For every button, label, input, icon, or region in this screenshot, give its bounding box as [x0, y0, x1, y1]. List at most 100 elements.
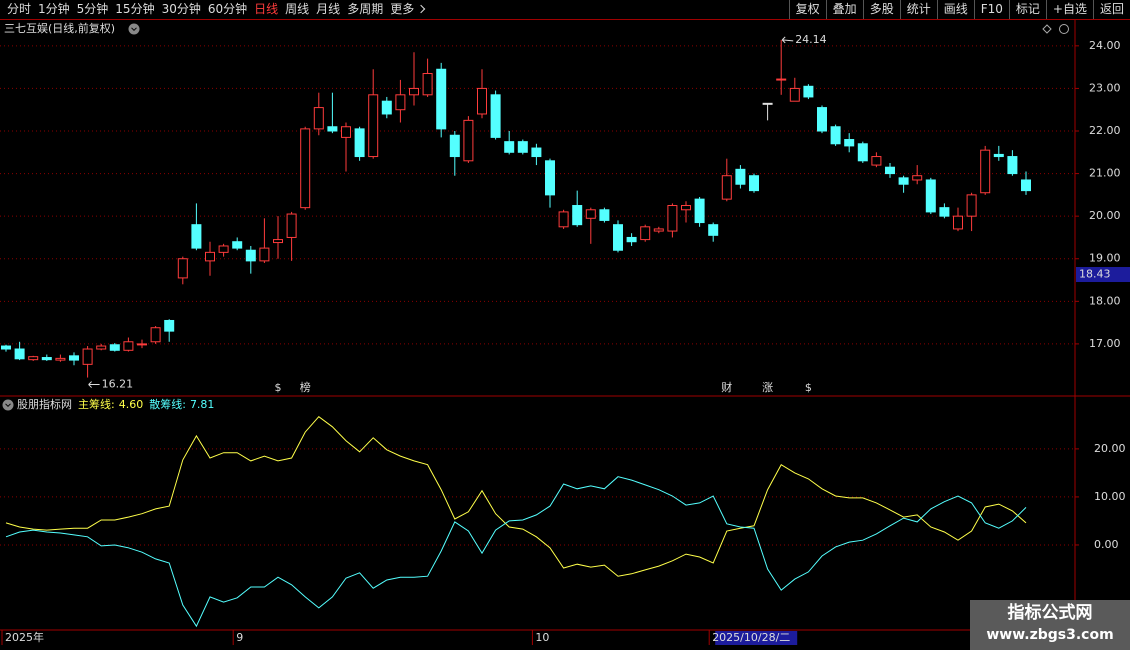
- tool-button[interactable]: F10: [973, 0, 1009, 19]
- candle-body: [776, 78, 787, 81]
- candle-body: [286, 213, 297, 238]
- candle-body: [599, 209, 610, 221]
- candle-body: [300, 128, 311, 209]
- high-label: 24.14: [795, 33, 827, 46]
- candle-body: [14, 348, 25, 360]
- period-button[interactable]: 多周期: [347, 2, 384, 16]
- candle-body: [28, 356, 39, 361]
- period-button[interactable]: 60分钟: [207, 2, 248, 16]
- candle-body: [925, 179, 936, 213]
- candle-body: [626, 236, 637, 243]
- candle-body: [504, 141, 515, 153]
- period-button[interactable]: 更多: [390, 2, 424, 16]
- y-tick-label: 18.00: [1089, 294, 1121, 307]
- candle-body: [381, 100, 392, 115]
- period-bar: 分时 1分钟 5分钟 15分钟 30分钟 60分钟 日线 周线 月线 多周期 更多: [0, 0, 424, 19]
- candle-body: [830, 126, 841, 145]
- event-marker[interactable]: 财: [721, 380, 732, 394]
- toolbar: 分时 1分钟 5分钟 15分钟 30分钟 60分钟 日线 周线 月线 多周期 更多 复权 叠加 多股 统计…: [0, 0, 1130, 20]
- settings-icon[interactable]: [1059, 24, 1069, 34]
- period-button[interactable]: 15分钟: [115, 2, 155, 16]
- indicator-name: 股朋指标网: [17, 397, 72, 411]
- period-button[interactable]: 日线: [254, 2, 279, 16]
- candle-body: [422, 73, 433, 96]
- period-button[interactable]: 周线: [285, 2, 310, 16]
- candle-body: [531, 147, 542, 158]
- event-marker[interactable]: 涨: [762, 381, 773, 394]
- candle-body: [55, 357, 66, 361]
- candle-body: [1021, 179, 1031, 192]
- candle-body: [789, 87, 800, 102]
- candle-body: [150, 327, 161, 343]
- legend-name: 散筹线:: [149, 397, 186, 411]
- candle-body: [640, 226, 651, 241]
- period-button[interactable]: 月线: [316, 2, 341, 16]
- candle-body: [449, 134, 460, 158]
- candle-body: [477, 87, 487, 115]
- candle-body: [912, 175, 923, 181]
- event-marker[interactable]: 榜: [300, 380, 311, 394]
- watermark: 指标公式网 www.zbgs3.com: [970, 600, 1130, 650]
- tool-button[interactable]: 返回: [1092, 0, 1130, 19]
- title-menu-icon[interactable]: [128, 23, 140, 35]
- candle-body: [749, 175, 759, 192]
- indicator-legend: 股朋指标网 主筹线: 4.60 散筹线: 7.81: [17, 397, 214, 411]
- candle-body: [123, 341, 134, 351]
- candle-body: [341, 126, 351, 138]
- legend-value: 7.81: [190, 398, 215, 411]
- candle-body: [96, 345, 107, 350]
- candle-body: [273, 239, 283, 244]
- tool-button[interactable]: +自选: [1045, 0, 1093, 19]
- high-arrow: [781, 36, 794, 44]
- candle-body: [585, 209, 596, 219]
- candle-body: [463, 119, 474, 162]
- diamond-icon[interactable]: [1042, 24, 1052, 34]
- y-tick-label: 19.00: [1089, 252, 1121, 265]
- x-tick-label: 2025/10/28/二: [712, 631, 790, 644]
- tool-button[interactable]: 标记: [1008, 0, 1046, 19]
- candle-body: [368, 94, 379, 158]
- tool-button[interactable]: 多股: [862, 0, 900, 19]
- indicator-menu-icon[interactable]: [2, 399, 14, 411]
- candle-body: [857, 143, 868, 162]
- tool-button[interactable]: 统计: [899, 0, 937, 19]
- candle-body: [939, 207, 950, 217]
- candle-body: [218, 245, 229, 253]
- candle-body: [191, 224, 202, 249]
- candle-body: [1007, 156, 1018, 175]
- x-tick-label: 10: [535, 631, 549, 644]
- event-marker[interactable]: $: [805, 381, 812, 394]
- tool-button[interactable]: 复权: [788, 0, 826, 19]
- period-button[interactable]: 5分钟: [76, 2, 109, 16]
- candle-body: [721, 175, 732, 200]
- candle-body: [259, 247, 270, 262]
- candle-body: [885, 166, 895, 175]
- candle-body: [966, 194, 977, 217]
- candle-body: [871, 156, 882, 166]
- candle-body: [694, 198, 705, 224]
- period-button[interactable]: 分时: [7, 2, 32, 16]
- tool-button[interactable]: 画线: [936, 0, 974, 19]
- y-tick-label: 10.00: [1094, 490, 1126, 503]
- period-button[interactable]: 1分钟: [38, 2, 70, 16]
- legend-value: 4.60: [119, 398, 144, 411]
- y-tick-label: 21.00: [1089, 167, 1121, 180]
- candle-body: [993, 153, 1004, 158]
- candle-body: [735, 168, 746, 185]
- candle-body: [245, 249, 256, 262]
- event-marker[interactable]: $: [275, 381, 282, 394]
- watermark-url: www.zbgs3.com: [986, 627, 1114, 643]
- y-tick-label: 23.00: [1089, 81, 1121, 94]
- indicator-line: [5, 476, 1027, 628]
- y-tick-label: 17.00: [1089, 337, 1121, 350]
- x-tick-label: 9: [236, 631, 243, 644]
- candle-body: [844, 139, 855, 147]
- candle-body: [545, 160, 555, 196]
- tool-button[interactable]: 叠加: [825, 0, 863, 19]
- candle-body: [327, 126, 338, 132]
- candle-body: [517, 141, 528, 153]
- period-button[interactable]: 30分钟: [161, 2, 201, 16]
- candle-body: [41, 357, 52, 361]
- candle-body: [177, 258, 188, 279]
